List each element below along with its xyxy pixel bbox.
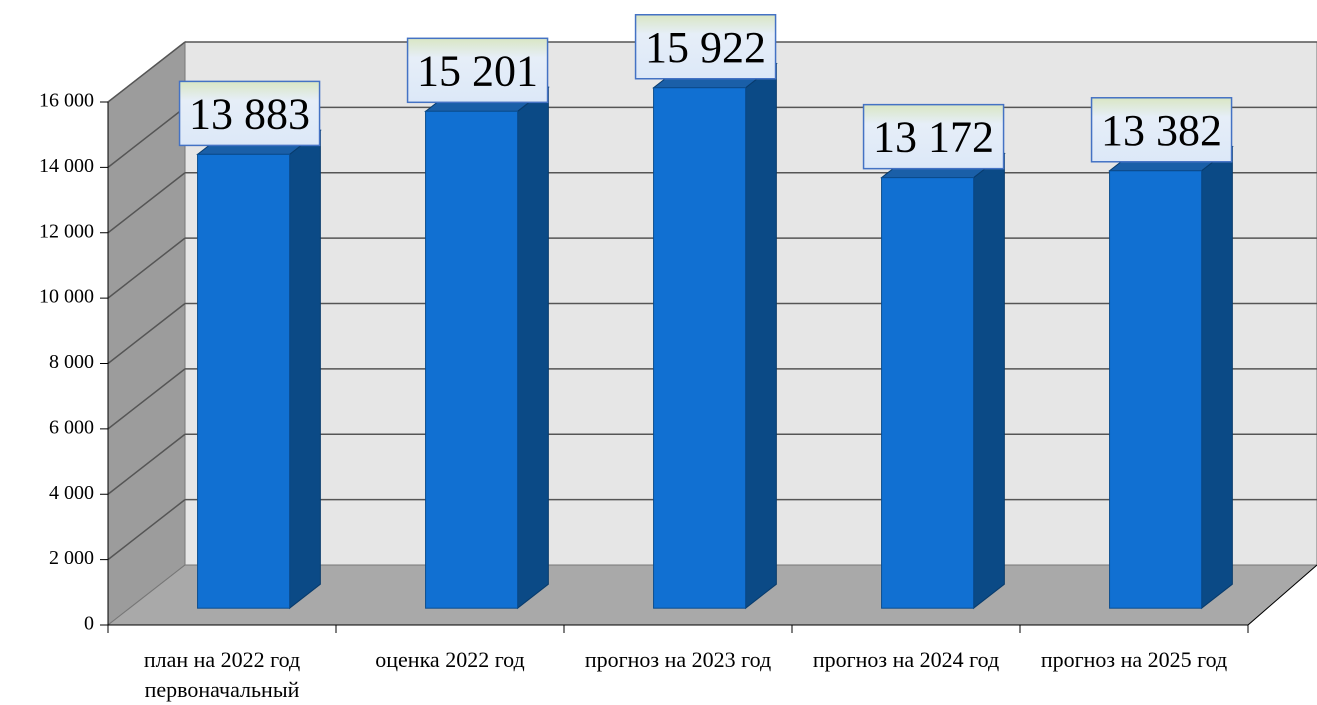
value-label: 15 201 xyxy=(417,46,538,95)
value-label: 13 172 xyxy=(873,113,994,162)
bar xyxy=(1109,170,1203,609)
value-label: 13 382 xyxy=(1101,106,1222,155)
bar xyxy=(653,87,747,609)
grid-line xyxy=(107,433,186,495)
y-tick-label: 0 xyxy=(84,613,94,635)
value-label: 13 883 xyxy=(189,89,310,138)
x-tick-label: план на 2022 год первоначальный xyxy=(143,647,301,702)
bar-side xyxy=(973,152,1005,610)
value-label-box xyxy=(178,80,321,147)
grid-line xyxy=(107,41,186,103)
value-label-box xyxy=(406,37,549,104)
grid-line xyxy=(107,172,186,234)
bar-side xyxy=(289,129,321,610)
y-tick-label: 8 000 xyxy=(49,351,94,373)
x-axis xyxy=(1247,564,1317,626)
bar-side xyxy=(517,86,549,610)
value-label-box xyxy=(634,13,777,80)
y-tick-label: 16 000 xyxy=(39,90,94,112)
x-tick-label: прогноз на 2024 год xyxy=(812,647,1000,672)
grid-line xyxy=(107,237,186,299)
bar xyxy=(197,153,291,609)
grid-line xyxy=(107,302,186,365)
x-tick-label: оценка 2022 год xyxy=(375,647,525,672)
y-tick-label: 14 000 xyxy=(39,155,94,177)
grid-line xyxy=(107,499,186,561)
bar xyxy=(425,110,519,609)
value-label-box xyxy=(862,103,1005,170)
bar-side xyxy=(1201,145,1233,610)
value-label-box xyxy=(1090,97,1233,163)
x-tick-label: прогноз на 2023 год xyxy=(584,647,772,672)
y-tick-label: 2 000 xyxy=(49,547,94,569)
y-tick-label: 12 000 xyxy=(39,220,94,242)
grid-line xyxy=(107,106,186,168)
y-tick-label: 10 000 xyxy=(39,286,94,308)
grid-line xyxy=(107,368,186,430)
y-tick-label: 4 000 xyxy=(49,482,94,504)
y-tick-label: 6 000 xyxy=(49,416,94,438)
value-label: 15 922 xyxy=(645,23,766,72)
x-tick-label: прогноз на 2025 год xyxy=(1040,647,1228,672)
bar xyxy=(881,177,975,609)
bar-side xyxy=(745,62,777,610)
